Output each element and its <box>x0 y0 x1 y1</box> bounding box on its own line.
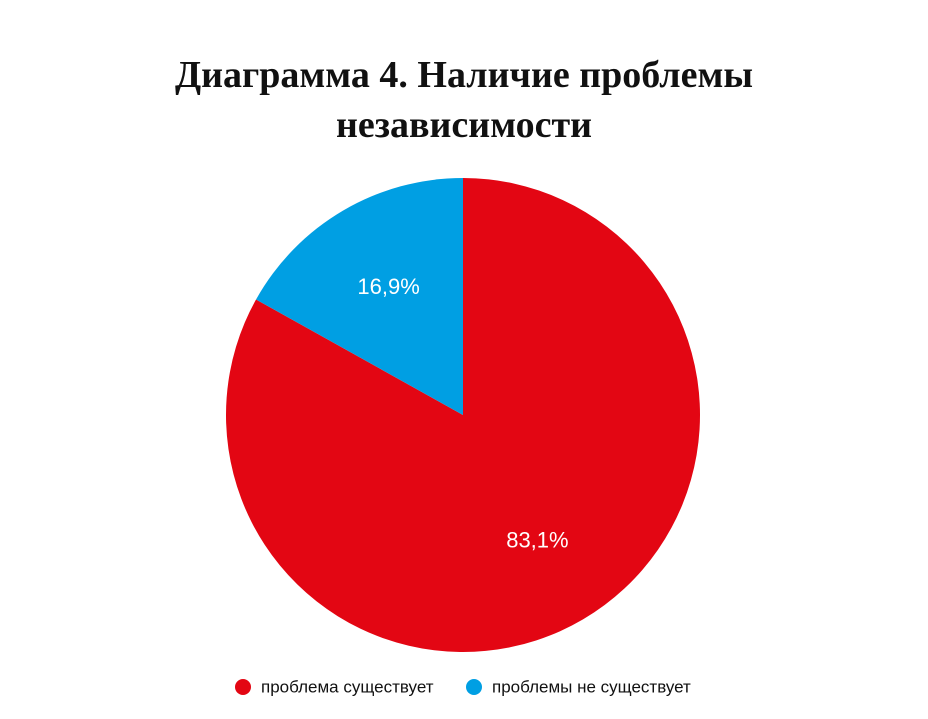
value-label: 16,9% <box>357 274 419 299</box>
chart-title: Диаграмма 4. Наличие проблемы независимо… <box>174 54 754 146</box>
legend-marker <box>235 679 251 695</box>
legend-label: проблема существует <box>261 677 434 696</box>
pie-slice <box>256 178 463 415</box>
legend-marker <box>466 679 482 695</box>
value-label: 83,1% <box>506 528 568 553</box>
legend-label: проблемы не существует <box>492 677 691 696</box>
